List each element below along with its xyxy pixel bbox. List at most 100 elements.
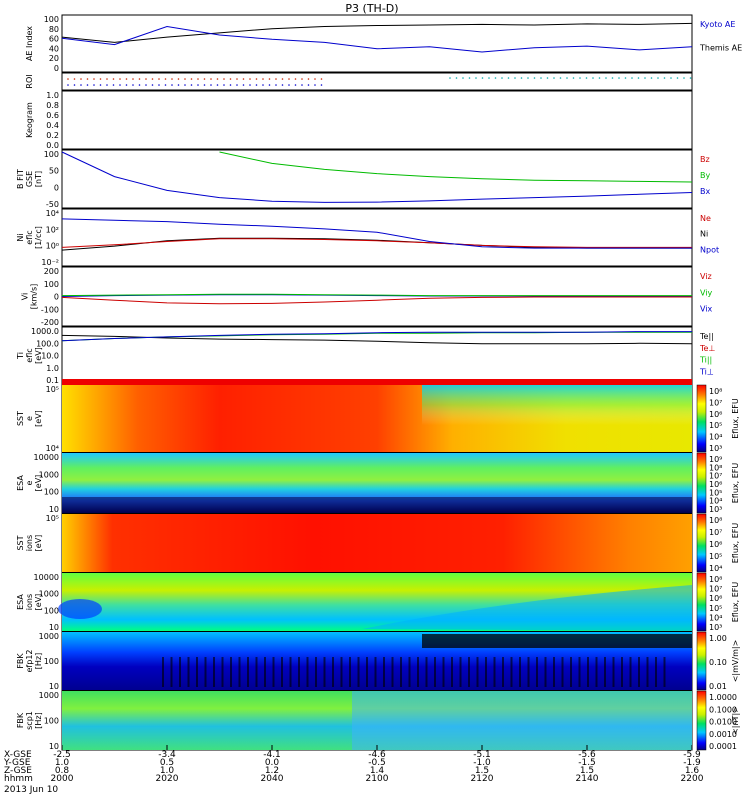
bfit-ytick: 0	[54, 183, 59, 192]
line-series-layer	[61, 22, 693, 345]
roi-dot	[281, 84, 284, 86]
roi-dot	[320, 78, 323, 80]
roi-dot	[475, 77, 477, 79]
fbk_b-colorbar-tick: 1.0000	[709, 693, 737, 702]
roi-dot	[132, 78, 134, 80]
sst_e-colorbar-tick: 10⁶	[709, 410, 722, 419]
sst_e-colorbar-tick: 10⁷	[709, 398, 722, 407]
series-line-ne	[61, 238, 692, 248]
roi-dot	[138, 78, 141, 80]
roi-dot	[177, 84, 180, 86]
x-col-value: 1.0	[160, 766, 175, 776]
series-line-themis-ae	[61, 22, 693, 43]
ae-ytick: 20	[49, 54, 59, 63]
fbk-e-stripe	[281, 657, 283, 687]
fbk-e-stripe	[655, 657, 657, 687]
vi-ylabel: Vi	[21, 293, 30, 301]
roi-dot	[151, 84, 154, 86]
fbk_b-ytick: 10	[49, 742, 59, 751]
roi-dot	[216, 84, 219, 86]
sst_e-colorbar-label: Eflux, EFU	[731, 398, 740, 439]
roi-dot	[275, 84, 277, 86]
esa_e-ylabel: ESA	[16, 475, 25, 491]
ni-ytick: 10²	[46, 225, 59, 234]
fbk-e-stripe	[663, 657, 666, 687]
roi-dot	[73, 78, 76, 80]
fbk-e-stripe	[221, 657, 224, 687]
esa_i-ytick: 10000	[34, 573, 59, 582]
roi-dot	[455, 77, 458, 79]
roi-dot	[553, 77, 555, 79]
sst-e-upper-cool-region	[422, 385, 692, 452]
x-col-value: -4.1	[263, 750, 281, 760]
roi-dot	[177, 78, 180, 80]
roi-dot	[488, 77, 490, 79]
esa_e-colorbar-tick: 10³	[709, 505, 722, 514]
fbk-e-stripe	[374, 657, 377, 687]
roi-dot	[255, 78, 258, 80]
esa_e-colorbar-tick: 10⁹	[709, 455, 722, 464]
roi-dot	[164, 84, 167, 86]
fbk-e-stripe	[196, 657, 198, 687]
fbk_b-colorbar-tick: 0.0001	[709, 742, 737, 751]
keogram-ytick: 0.2	[46, 131, 59, 140]
esa-e-low-band	[62, 497, 692, 513]
sst_i-colorbar-tick: 10⁷	[709, 528, 722, 537]
sst_i-ytick: 10⁵	[46, 514, 59, 523]
series-line-kyoto-ae	[61, 25, 693, 53]
fbk-e-stripe	[587, 657, 589, 687]
fbk-e-stripe	[272, 657, 275, 687]
roi-dot	[158, 78, 160, 80]
roi-dot	[494, 77, 497, 79]
fbk_e-ytick: 100	[44, 657, 59, 666]
esa_i-colorbar-tick: 10⁴	[709, 613, 722, 622]
fbk-e-stripe	[383, 657, 385, 687]
fbk_b-colorbar-tick: 0.0010	[709, 730, 737, 739]
roi-dot	[223, 78, 225, 80]
roi-dot	[307, 84, 310, 86]
roi-dot	[229, 78, 232, 80]
sst_i-colorbar-tick: 10⁴	[709, 564, 722, 573]
ti-legend-entry: Te⊥	[699, 344, 715, 353]
roi-dot	[689, 77, 692, 79]
vi-legend-entry: Viy	[700, 288, 713, 297]
fbk-e-stripe	[493, 657, 496, 687]
fbk_e-colorbar-tick: 1.00	[709, 634, 727, 643]
roi-dot	[119, 78, 121, 80]
roi-dot	[106, 78, 108, 80]
esa_i-colorbar-label: Eflux, EFU	[731, 582, 740, 623]
fbk-e-stripe	[553, 657, 555, 687]
vi-ytick: -200	[41, 318, 59, 327]
ni-ylabel: Ni	[16, 233, 25, 241]
fbk-e-stripe	[595, 657, 598, 687]
sst_e-colorbar-tick: 10⁸	[709, 387, 722, 396]
x-col-value: 0.5	[160, 758, 174, 768]
esa_e-ytick: 1000	[39, 470, 59, 479]
sst_e-colorbar-tick: 10⁴	[709, 433, 722, 442]
roi-dot	[93, 78, 95, 80]
roi-dot	[80, 84, 82, 86]
roi-dot	[190, 84, 193, 86]
x-col-value: -0.5	[368, 758, 386, 768]
fbk-e-stripe	[451, 657, 453, 687]
roi-dot	[294, 84, 297, 86]
roi-dot	[644, 77, 646, 79]
roi-ylabel: ROI	[25, 74, 34, 88]
roi-dot	[67, 78, 69, 80]
roi-dot	[663, 77, 666, 79]
vi-legend-entry: Vix	[700, 305, 713, 314]
bfit-legend-entry: Bx	[700, 187, 710, 196]
esa_e-colorbar-label: Eflux, EFU	[731, 463, 740, 504]
ti-legend-entry: Ti⊥	[699, 367, 714, 376]
sst_e-ytick: 10⁴	[46, 444, 59, 453]
x-col-value: -5.9	[683, 750, 701, 760]
roi-dot	[203, 78, 206, 80]
roi-dot	[307, 78, 310, 80]
sst_i-colorbar-label: Eflux, EFU	[731, 523, 740, 564]
ti-ytick: 10.0	[41, 352, 59, 361]
sst_e-colorbar-tick: 10³	[709, 444, 722, 453]
x-col-value: 2100	[366, 774, 389, 784]
roi-dot	[468, 77, 471, 79]
ae-ytick: 0	[54, 64, 59, 73]
fbk-e-stripe	[255, 657, 258, 687]
